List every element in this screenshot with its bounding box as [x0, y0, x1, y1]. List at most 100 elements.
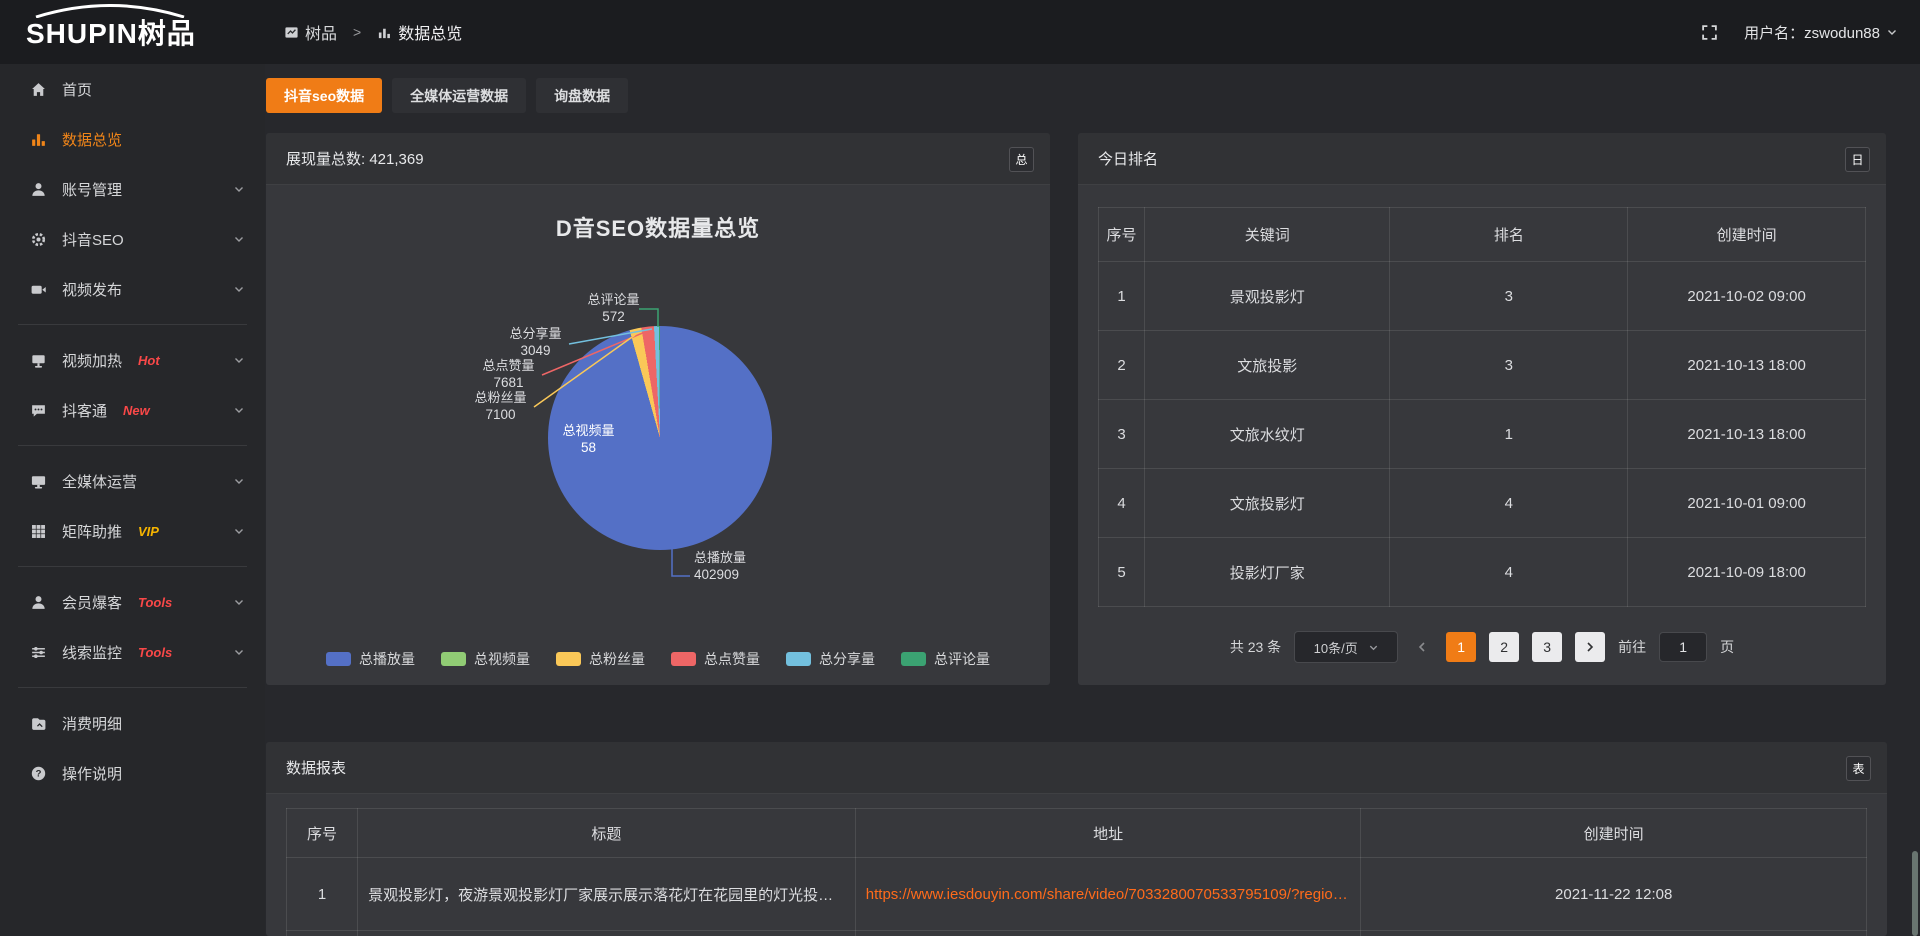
tab-inquiry-data[interactable]: 询盘数据: [536, 78, 629, 113]
sidebar-divider: [18, 566, 247, 567]
pie-label-likes: 总点赞量 7681: [482, 358, 535, 390]
page-button-2[interactable]: 2: [1489, 632, 1520, 662]
sidebar-item-label: 矩阵助推: [62, 523, 123, 541]
legend-swatch: [326, 652, 351, 666]
legend-item-shares[interactable]: 总分享量: [786, 649, 875, 669]
sidebar-item-video-heat[interactable]: 视频加热 Hot: [0, 335, 265, 385]
scrollbar-thumb[interactable]: [1912, 851, 1918, 936]
pie-label-comments: 总评论量 572: [587, 292, 640, 324]
bar-chart-icon: [30, 131, 47, 148]
sidebar-item-douketong[interactable]: 抖客通 New: [0, 385, 265, 435]
sidebar-item-label: 操作说明: [62, 765, 123, 783]
sidebar: 首页 数据总览 账号管理 抖音SEO 视频发布: [0, 64, 265, 936]
chevron-down-icon: [233, 183, 245, 195]
sidebar-item-all-media[interactable]: 全媒体运营: [0, 456, 265, 506]
folder-icon: [30, 715, 47, 732]
sidebar-item-label: 视频发布: [62, 281, 123, 299]
tab-douyin-seo-data[interactable]: 抖音seo数据: [266, 78, 383, 113]
total-toggle-button[interactable]: 总: [1009, 147, 1034, 172]
sidebar-item-account[interactable]: 账号管理: [0, 164, 265, 214]
chart-title: D音SEO数据量总览: [555, 216, 761, 241]
col-no: 序号: [1097, 207, 1146, 262]
table-row: 1 景观投影灯 3 2021-10-02 09:00: [1097, 261, 1866, 331]
breadcrumb: 树品 > 数据总览: [284, 0, 462, 64]
chevron-down-icon: [1888, 30, 1896, 35]
prev-page-button[interactable]: [1411, 641, 1433, 653]
new-badge: New: [123, 402, 150, 418]
col-rank: 排名: [1389, 207, 1629, 262]
chevron-down-icon: [233, 596, 245, 608]
chevron-down-icon: [233, 475, 245, 487]
sidebar-item-help[interactable]: ? 操作说明: [0, 748, 265, 798]
gear-icon: [30, 231, 47, 248]
bar-chart-icon: [379, 28, 391, 38]
legend-item-fans[interactable]: 总粉丝量: [556, 649, 645, 669]
report-panel-header: 数据报表: [266, 742, 1887, 794]
chat-bubble-icon: [30, 402, 47, 419]
sidebar-item-label: 线索监控: [62, 644, 123, 662]
goto-label: 前往: [1618, 639, 1647, 655]
legend-item-plays[interactable]: 总播放量: [326, 649, 415, 669]
page-button-3[interactable]: 3: [1532, 632, 1563, 662]
breadcrumb-current[interactable]: 数据总览: [377, 20, 462, 44]
pie-chart-stage: D音SEO数据量总览 总评论量 572 总分享量 3049 总点赞量 7681 总粉丝…: [266, 133, 1050, 685]
video-url-link[interactable]: https://www.iesdouyin.com/share/video/70…: [854, 857, 1362, 931]
pagination: 共 23 条 10条/页 1 2 3 前往 页: [1078, 631, 1886, 663]
pie-label-fans: 总粉丝量 7100: [474, 390, 527, 422]
app-logo[interactable]: SHUPIN树品: [26, 18, 196, 49]
page-size-select[interactable]: 10条/页: [1294, 631, 1399, 663]
chevron-down-icon: [233, 646, 245, 658]
table-toggle-button[interactable]: 表: [1846, 756, 1871, 781]
legend-item-likes[interactable]: 总点赞量: [671, 649, 760, 669]
next-page-button[interactable]: [1575, 632, 1606, 662]
breadcrumb-current-label: 数据总览: [398, 26, 463, 43]
video-camera-icon: [30, 281, 47, 298]
username-label: 用户名：zswodun88: [1744, 24, 1880, 42]
board-icon: [285, 26, 298, 38]
page-button-1[interactable]: 1: [1446, 632, 1477, 662]
day-toggle-button[interactable]: 日: [1845, 147, 1870, 172]
main-content: 抖音seo数据 全媒体运营数据 询盘数据 展现量总数: 421,369 总 D音…: [265, 64, 1920, 936]
topbar: SHUPIN树品 树品 > 数据总览: [0, 0, 1920, 64]
impressions-total-label: 展现量总数: 421,369: [286, 151, 424, 168]
col-no: 序号: [285, 808, 359, 858]
fullscreen-icon[interactable]: [1701, 24, 1718, 41]
col-created: 创建时间: [1627, 207, 1866, 262]
user-icon: [30, 181, 47, 198]
pie-label-shares: 总分享量 3049: [509, 326, 562, 358]
legend-item-videos[interactable]: 总视频量: [441, 649, 530, 669]
sidebar-item-matrix-boost[interactable]: 矩阵助推 VIP: [0, 506, 265, 556]
sidebar-item-label: 抖客通: [62, 402, 108, 420]
sidebar-item-spending-detail[interactable]: 消费明细: [0, 698, 265, 748]
ranking-panel-title: 今日排名: [1098, 151, 1159, 168]
legend-item-comments[interactable]: 总评论量: [901, 649, 990, 669]
table-row: 2 文旅投影 3 2021-10-13 18:00: [1097, 330, 1866, 400]
table-header-row: 序号 关键词 排名 创建时间: [1097, 207, 1866, 262]
sidebar-item-home[interactable]: 首页: [0, 64, 265, 114]
pie-label-plays: 总播放量 402909: [694, 550, 747, 582]
sidebar-divider: [18, 445, 247, 446]
legend-swatch: [786, 652, 811, 666]
table-row: 3 文旅水纹灯 1 2021-10-13 18:00: [1097, 399, 1866, 469]
user-menu[interactable]: 用户名：zswodun88: [1744, 22, 1898, 43]
sidebar-item-member-burst[interactable]: 会员爆客 Tools: [0, 577, 265, 627]
legend-swatch: [671, 652, 696, 666]
sidebar-divider: [18, 687, 247, 688]
tab-all-media-data[interactable]: 全媒体运营数据: [392, 78, 527, 113]
col-url: 地址: [854, 808, 1362, 858]
sidebar-item-label: 首页: [62, 81, 93, 99]
sidebar-item-douyin-seo[interactable]: 抖音SEO: [0, 214, 265, 264]
col-created: 创建时间: [1360, 808, 1867, 858]
table-row: 1 景观投影灯，夜游景观投影灯厂家展示展示落花灯在花园里的灯光投影应用效果 # …: [285, 857, 1867, 931]
question-circle-icon: ?: [30, 765, 47, 782]
sidebar-item-data-overview[interactable]: 数据总览: [0, 114, 265, 164]
breadcrumb-root[interactable]: 树品: [284, 20, 337, 44]
sidebar-item-lead-monitor[interactable]: 线索监控 Tools: [0, 627, 265, 677]
sidebar-item-label: 账号管理: [62, 181, 123, 199]
sidebar-item-video-publish[interactable]: 视频发布: [0, 264, 265, 314]
goto-page-input[interactable]: [1659, 632, 1708, 662]
col-keyword: 关键词: [1144, 207, 1391, 262]
legend-swatch: [556, 652, 581, 666]
hot-badge: Hot: [138, 352, 160, 368]
table-row: [285, 930, 1867, 936]
